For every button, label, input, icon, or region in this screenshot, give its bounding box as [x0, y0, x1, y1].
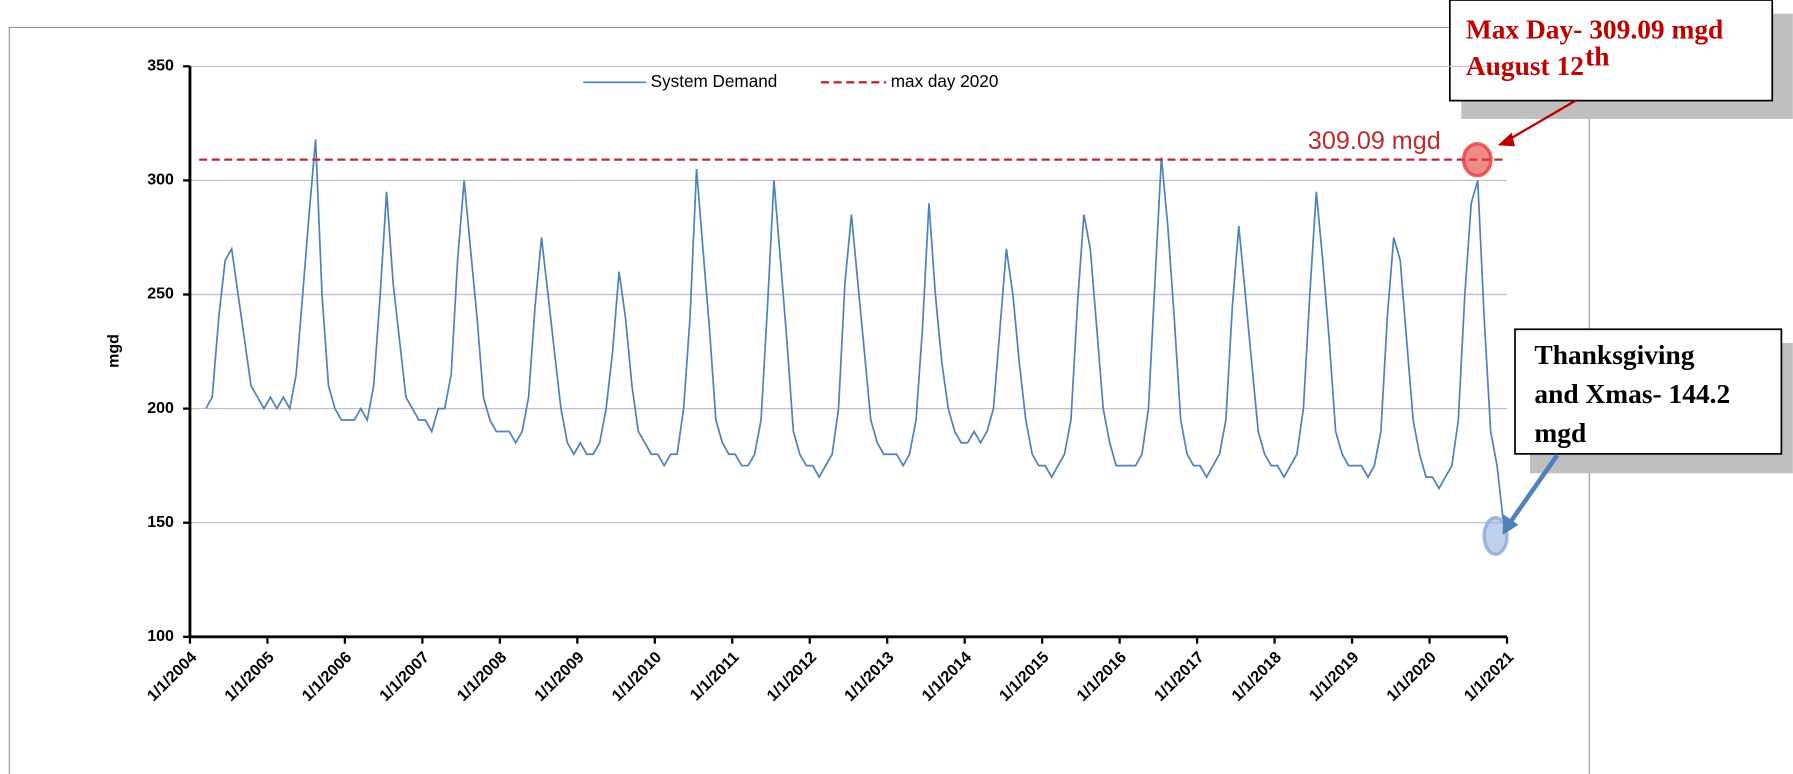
y-tick-label: 250: [147, 286, 174, 303]
arrow: [1506, 99, 1577, 142]
x-tick-label: 1/1/2021: [1461, 649, 1517, 705]
x-tick-label: 1/1/2013: [842, 649, 898, 705]
annotation-text: and Xmas- 144.2: [1534, 379, 1730, 409]
annotation-box: [1514, 328, 1783, 455]
x-tick-label: 1/1/2004: [144, 649, 200, 705]
x-tick-label: 1/1/2020: [1384, 649, 1440, 705]
reference-label: 309.09 mgd: [1308, 127, 1441, 155]
y-tick-label: 200: [147, 400, 174, 417]
annotation-text: mgd: [1534, 418, 1586, 448]
arrowhead: [1502, 514, 1519, 536]
x-tick-label: 1/1/2007: [377, 649, 433, 705]
x-tick-label: 1/1/2015: [996, 649, 1052, 705]
x-tick-label: 1/1/2006: [299, 649, 355, 705]
y-tick-label: 350: [147, 58, 174, 75]
x-tick-label: 1/1/2019: [1306, 649, 1362, 705]
x-tick-label: 1/1/2012: [764, 649, 820, 705]
x-tick-label: 1/1/2005: [222, 649, 278, 705]
legend-label: max day 2020: [891, 71, 999, 91]
annotation-text: Max Day- 309.09 mgd: [1466, 14, 1723, 44]
x-tick-label: 1/1/2008: [454, 649, 510, 705]
x-tick-label: 1/1/2010: [609, 649, 665, 705]
x-tick-label: 1/1/2016: [1074, 649, 1130, 705]
y-tick-label: 100: [147, 628, 174, 645]
x-tick-label: 1/1/2011: [687, 649, 743, 705]
x-tick-label: 1/1/2018: [1229, 649, 1285, 705]
data-line: [205, 139, 1505, 523]
legend-label: System Demand: [651, 71, 778, 91]
arrow: [1507, 453, 1560, 525]
max-highlight: [1461, 141, 1493, 178]
min-highlight: [1482, 515, 1509, 556]
x-tick-label: 1/1/2014: [919, 649, 975, 705]
annotation-text: Thanksgiving: [1534, 340, 1694, 370]
arrowhead: [1497, 132, 1516, 147]
y-tick-label: 150: [147, 514, 174, 531]
x-tick-label: 1/1/2017: [1151, 649, 1207, 705]
annotation-superscript: th: [1585, 42, 1609, 72]
annotation-text: August 12: [1466, 51, 1584, 81]
y-tick-label: 300: [147, 172, 174, 189]
annotation-box: [1448, 0, 1774, 102]
x-tick-label: 1/1/2009: [532, 649, 588, 705]
y-axis-label: mgd: [106, 334, 123, 368]
